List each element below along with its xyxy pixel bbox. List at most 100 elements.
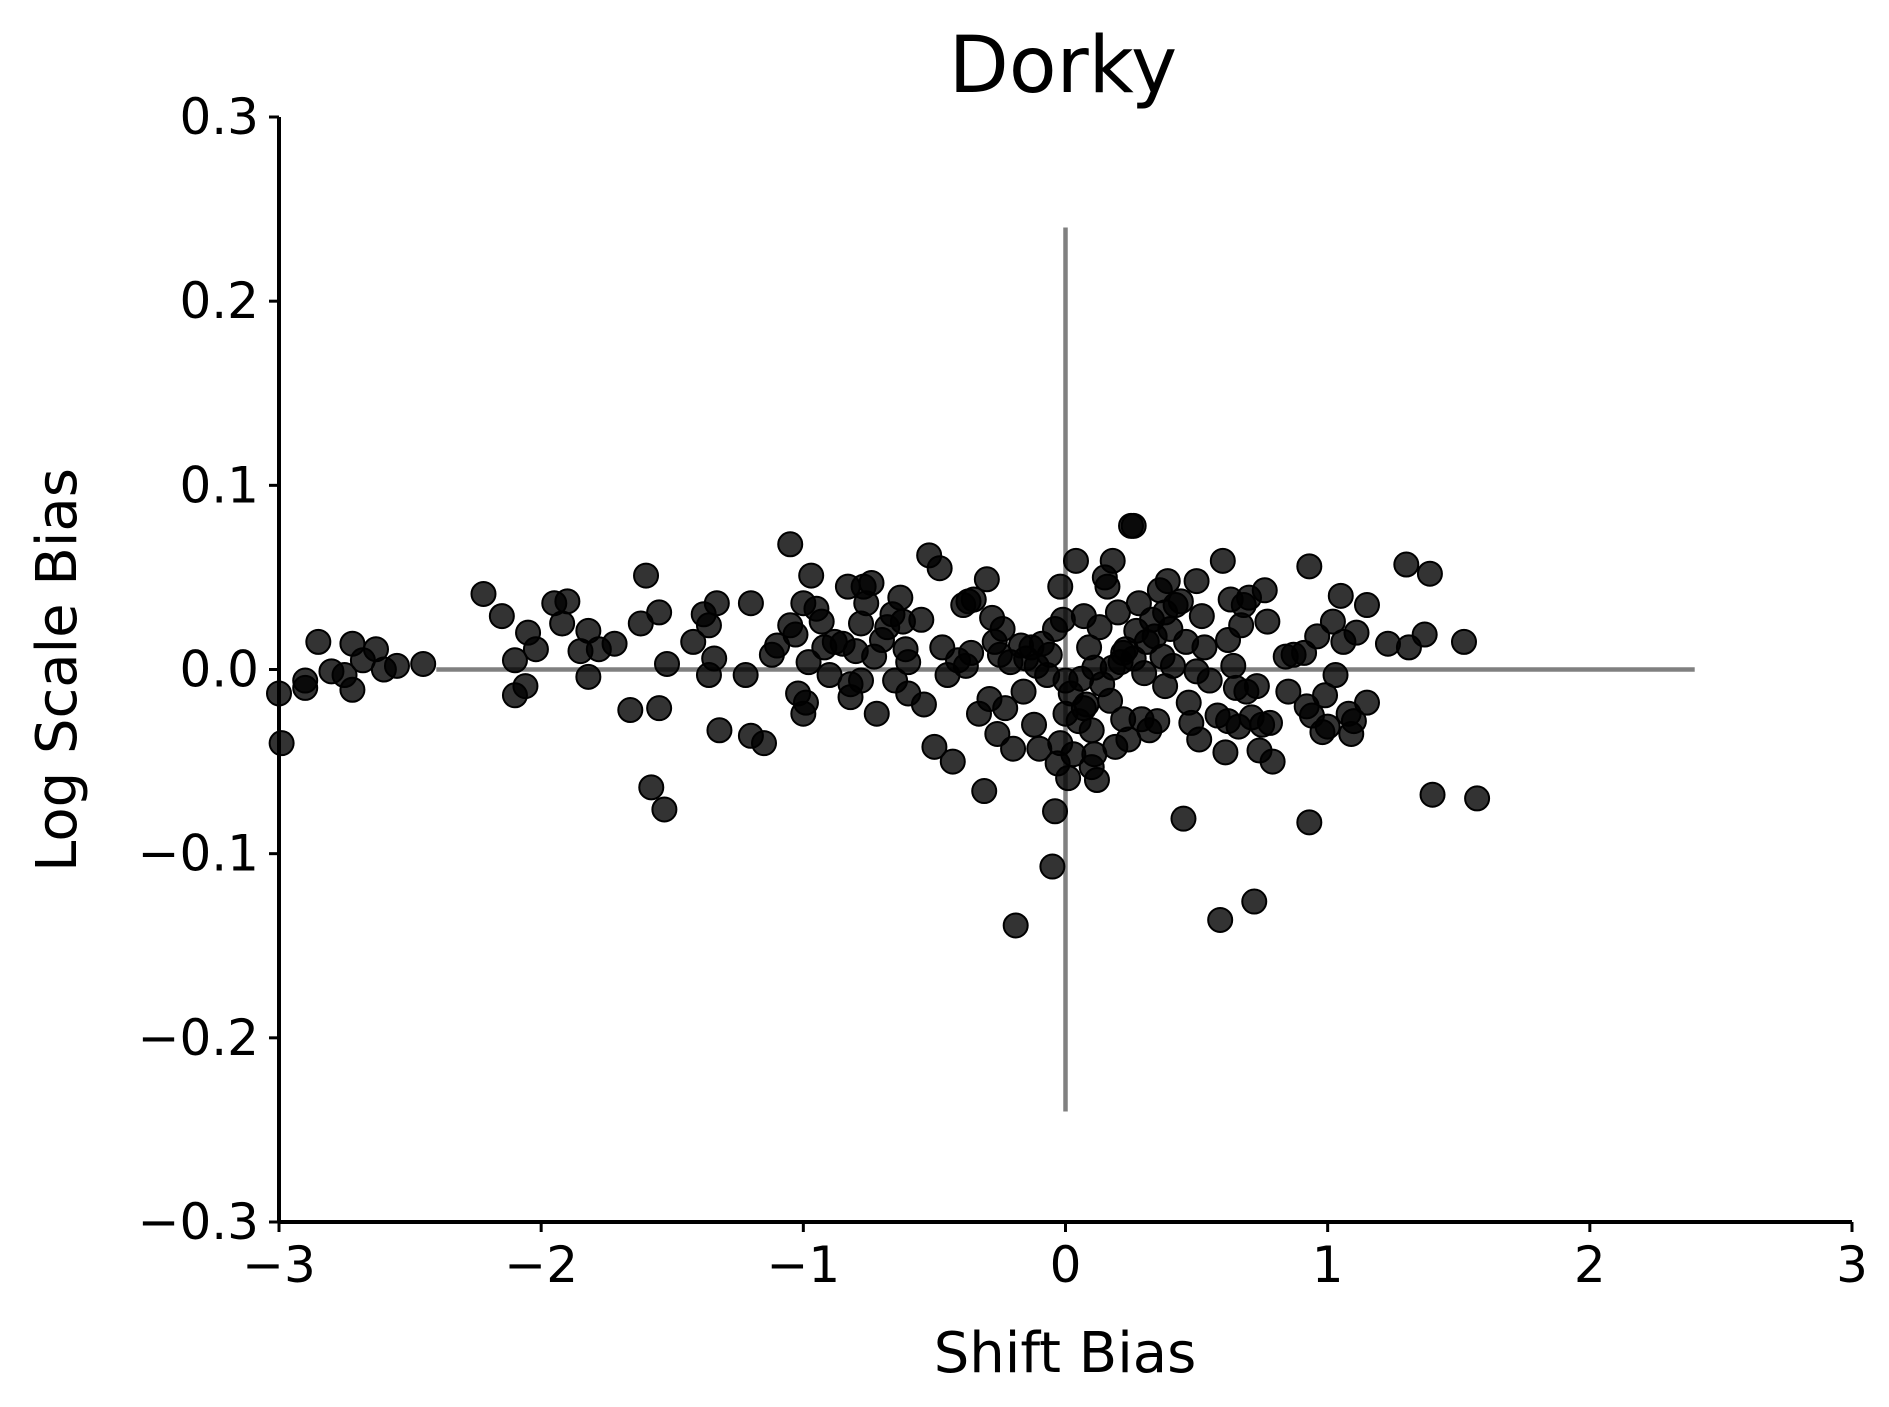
data-point: [1340, 708, 1367, 735]
data-point: [1220, 652, 1247, 679]
data-point: [1419, 781, 1446, 808]
data-point: [701, 645, 728, 672]
data-point: [1049, 606, 1076, 633]
data-point: [1083, 767, 1110, 793]
data-point: [1170, 805, 1197, 832]
data-point: [646, 599, 673, 626]
data-point: [808, 608, 835, 635]
data-point: [1322, 662, 1349, 689]
data-point: [501, 647, 528, 674]
data-point: [1450, 628, 1477, 655]
data-point: [1188, 603, 1215, 630]
data-point: [1078, 717, 1105, 744]
data-point: [646, 695, 673, 722]
data-points: [266, 512, 1491, 939]
data-point: [1343, 619, 1370, 646]
data-point: [1120, 512, 1147, 539]
data-point: [1086, 614, 1113, 641]
x-tick-label: 1: [1312, 1236, 1344, 1294]
data-point: [1073, 691, 1100, 718]
data-point: [863, 700, 890, 727]
data-point: [1275, 678, 1302, 705]
data-point: [268, 730, 295, 757]
data-point: [1254, 608, 1281, 635]
data-point: [680, 628, 707, 655]
data-point: [910, 691, 937, 718]
data-point: [1167, 588, 1194, 615]
data-point: [992, 695, 1019, 722]
data-point: [1241, 888, 1268, 915]
data-point: [1036, 641, 1063, 668]
data-point: [1196, 667, 1223, 694]
x-tick-label: −1: [766, 1236, 840, 1294]
data-point: [858, 569, 885, 596]
x-tick-label: 2: [1574, 1236, 1606, 1294]
data-point: [654, 650, 681, 677]
data-point: [848, 667, 875, 694]
data-point: [751, 730, 778, 757]
x-axis-label: Shift Bias: [934, 1321, 1197, 1386]
data-point: [1259, 748, 1286, 775]
data-point: [1191, 634, 1218, 661]
data-point: [737, 590, 764, 617]
data-point: [1296, 809, 1323, 836]
data-point: [706, 717, 733, 744]
data-point: [617, 697, 644, 724]
data-point: [651, 796, 678, 823]
y-tick-label: 0.3: [179, 88, 259, 146]
data-point: [554, 588, 581, 615]
data-point: [1312, 682, 1339, 709]
data-point: [1062, 547, 1089, 574]
data-point: [908, 606, 935, 633]
data-point: [1327, 582, 1354, 609]
data-point: [1010, 678, 1037, 705]
data-point: [1416, 560, 1443, 587]
data-point: [1393, 551, 1420, 578]
data-point: [1039, 853, 1066, 880]
x-tick-label: −3: [242, 1236, 316, 1294]
data-point: [1243, 673, 1270, 700]
data-point: [792, 689, 819, 716]
data-point: [1021, 711, 1048, 738]
data-point: [1183, 568, 1210, 595]
data-point: [695, 612, 722, 639]
x-tick-label: 0: [1050, 1236, 1082, 1294]
y-tick-label: 0.2: [179, 272, 259, 330]
data-point: [1411, 621, 1438, 648]
x-tick-label: 3: [1836, 1236, 1868, 1294]
data-point: [989, 615, 1016, 642]
data-point: [1209, 547, 1236, 574]
chart-title: Dorky: [949, 21, 1177, 111]
data-point: [292, 667, 319, 694]
data-point: [522, 636, 549, 663]
data-point: [1144, 708, 1171, 735]
data-point: [1319, 608, 1346, 635]
data-point: [1097, 687, 1124, 714]
data-point: [1159, 652, 1186, 679]
data-point: [895, 649, 922, 676]
data-point: [1055, 765, 1082, 792]
data-point: [960, 586, 987, 613]
data-point: [958, 639, 985, 666]
data-point: [1186, 726, 1213, 753]
data-point: [488, 603, 515, 630]
data-point: [339, 676, 366, 703]
data-point: [926, 555, 953, 582]
data-point: [939, 748, 966, 775]
y-axis-ticks: 0.3 0.2 0.1 0.0 −0.1 −0.2 −0.3: [138, 88, 279, 1251]
x-axis-ticks: −3 −2 −1 0 1 2 3: [242, 1222, 1868, 1294]
data-point: [1304, 623, 1331, 650]
data-point: [1374, 630, 1401, 657]
data-point: [601, 630, 628, 657]
data-point: [1353, 592, 1380, 619]
data-point: [887, 584, 914, 611]
data-point: [1212, 739, 1239, 766]
data-point: [777, 531, 804, 558]
data-point: [703, 590, 730, 617]
data-point: [512, 673, 539, 700]
x-tick-label: −2: [504, 1236, 578, 1294]
data-point: [1464, 785, 1491, 812]
data-point: [795, 649, 822, 676]
data-point: [470, 580, 497, 607]
data-point: [1314, 713, 1341, 740]
